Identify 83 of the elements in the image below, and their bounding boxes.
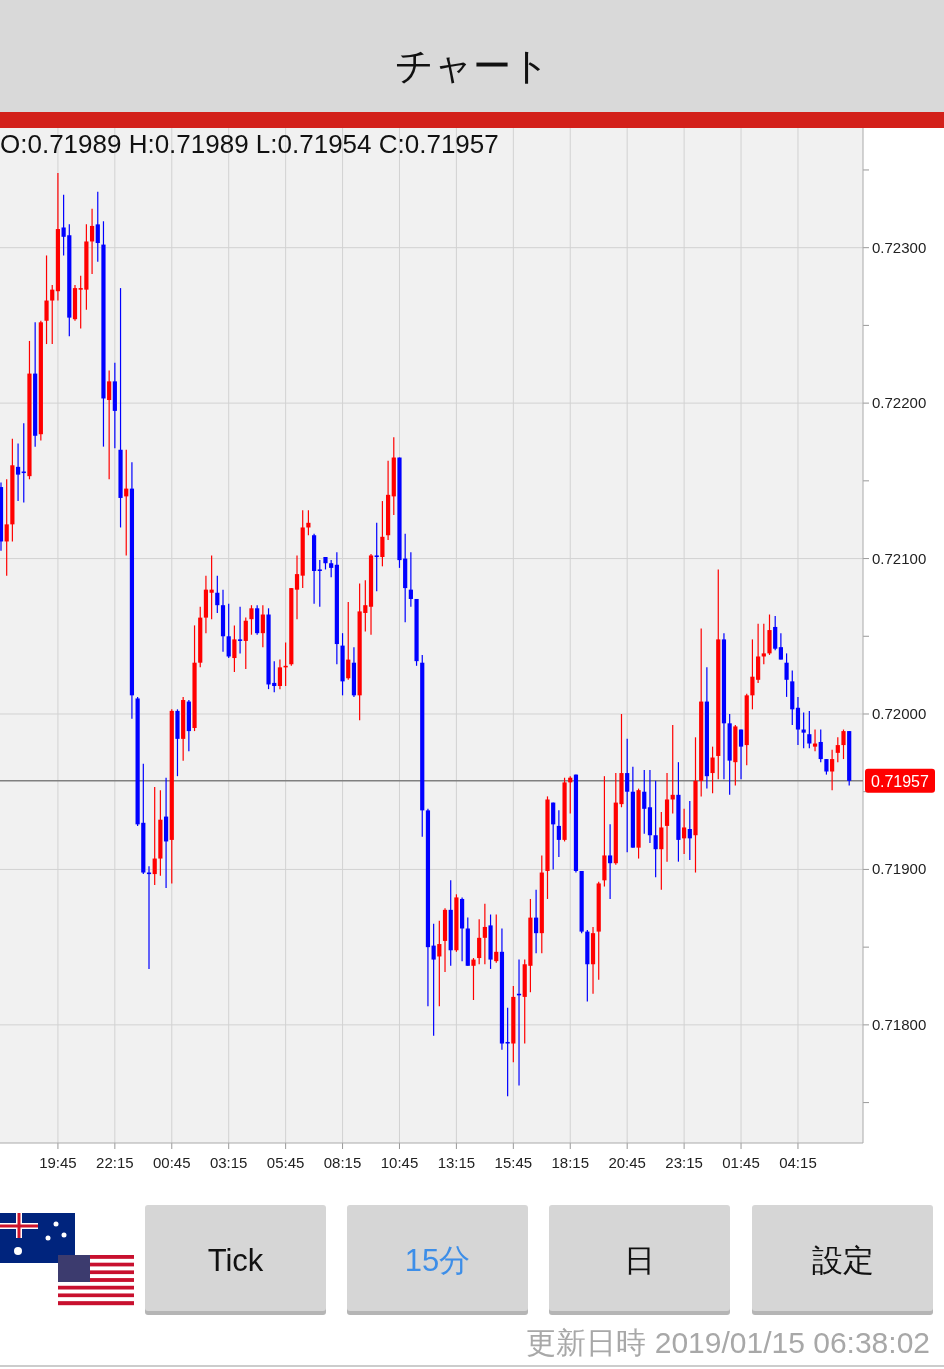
candlestick [95,191,100,263]
candlestick [431,923,436,1037]
candlestick [374,522,379,592]
candlestick [773,615,778,651]
candlestick [437,920,442,1007]
candlestick [408,551,413,608]
candlestick [152,786,157,886]
candlestick [807,710,812,749]
candlestick [835,736,840,763]
text: 更新日時 2019/01/15 06:38:02 [526,1326,930,1359]
candlestick [15,442,21,502]
candlestick [767,613,772,656]
x-tick-label: 01:45 [722,1154,760,1171]
candlestick [477,918,482,965]
candlestick [277,658,283,690]
text: 日 [624,1243,655,1278]
x-tick-label: 04:15 [779,1154,817,1171]
x-tick-label: 05:45 [266,1154,305,1171]
text: Tick [207,1243,264,1278]
candlestick [505,1007,510,1097]
x-tick-label: 23:15 [665,1154,703,1171]
candlestick [761,623,766,665]
candlestick [659,811,664,891]
y-tick-label: 0.71900 [872,860,927,878]
candlestick [687,800,692,861]
candlestick [50,284,55,345]
candlestick [44,254,49,345]
ref-line-label: 0.71957 [871,772,930,790]
candlestick [534,889,539,954]
candlestick [107,369,112,480]
y-tick-label: 0.71800 [872,1015,927,1033]
x-tick-label: 20:45 [608,1154,646,1171]
candlestick [830,749,835,791]
annotation: O:0.71989 H:0.71989 L:0.71954 C:0.71957 [0,129,499,159]
x-tick-label: 19:45 [39,1154,77,1171]
candlestick [232,624,237,673]
candlestick [317,559,322,608]
candlestick [482,903,487,965]
candlestick [209,554,214,620]
candlestick [653,780,658,878]
candlestick [494,913,499,964]
candlestick [795,696,801,746]
candlestick [682,808,687,855]
candlestick [738,728,744,780]
candlestick [812,728,818,752]
candlestick [608,823,613,900]
candlestick [89,208,95,275]
text: 設定 [811,1243,874,1278]
candlestick [625,738,630,853]
candlestick [784,652,789,698]
candlestick [818,728,823,763]
x-tick-label: 22:15 [96,1154,134,1171]
y-tick-label: 0.72200 [872,394,927,412]
x-tick-label: 08:15 [323,1154,362,1171]
y-tick-label: 0.72000 [872,705,927,722]
candlestick [841,728,846,760]
x-tick-label: 10:45 [380,1154,419,1171]
candlestick [226,603,231,659]
x-tick-label: 13:15 [437,1154,476,1171]
candlestick [215,575,220,614]
candlestick [556,809,561,858]
x-tick-label: 18:15 [551,1154,590,1171]
candlestick [260,604,265,648]
candlestick [346,601,351,681]
candlestick [243,617,248,670]
y-tick-label: 0.72100 [872,549,927,567]
chart-title: チャート [394,45,550,87]
candlestick [4,478,9,577]
candlestick [237,606,243,654]
x-tick-label: 03:15 [209,1154,248,1171]
x-tick-label: 00:45 [153,1154,191,1171]
candlestick [801,711,806,749]
candlestick [710,746,715,794]
x-tick-label: 15:45 [494,1154,533,1171]
candlestick [778,632,783,661]
candlestick [380,500,385,567]
y-tick-label: 0.72300 [872,238,927,256]
candlestick [471,957,476,1001]
candlestick [551,801,556,871]
text: 15分 [404,1243,471,1278]
candlestick [249,604,254,636]
candlestick [294,554,300,620]
candlestick [642,769,647,835]
